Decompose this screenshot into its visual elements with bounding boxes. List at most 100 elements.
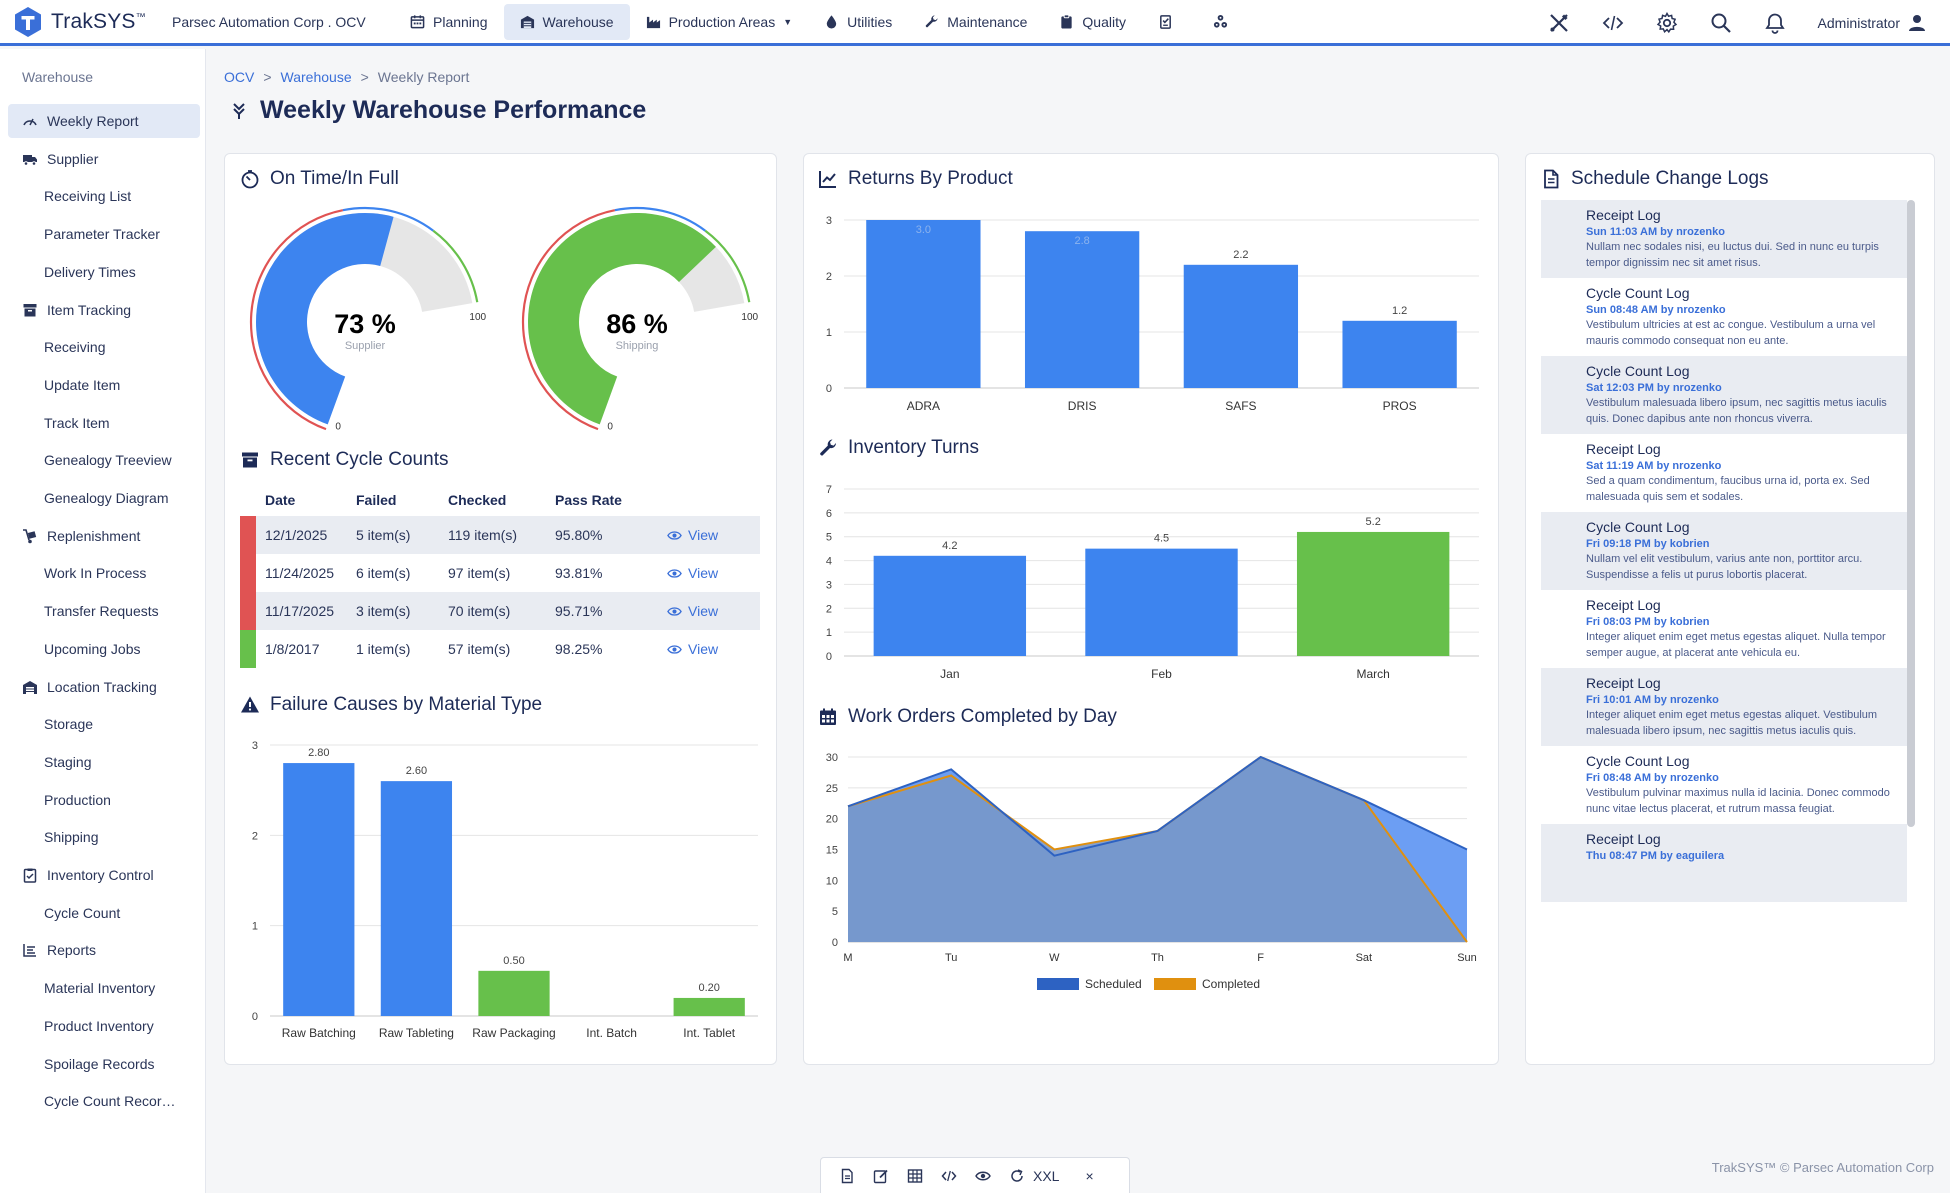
view-link-label: View xyxy=(688,527,719,543)
sidebar-item-replenishment[interactable]: Replenishment xyxy=(8,519,200,553)
log-entry[interactable]: Cycle Count Log Sun 08:48 AM by nrozenko V… xyxy=(1541,278,1907,356)
sidebar-item-parameter-tracker[interactable]: Parameter Tracker xyxy=(8,217,200,251)
log-entry[interactable]: Cycle Count Log Fri 08:48 AM by nrozenko V… xyxy=(1541,746,1907,824)
bar-raw-tableting[interactable] xyxy=(380,781,453,1016)
sidebar-item-update-item[interactable]: Update Item xyxy=(8,368,200,402)
sidebar-item-label: Replenishment xyxy=(47,527,141,544)
bar-pros[interactable] xyxy=(1342,320,1457,388)
log-scrollbar[interactable] xyxy=(1907,200,1915,827)
nav-maintenance[interactable]: Maintenance xyxy=(908,4,1043,40)
sidebar-item-receiving[interactable]: Receiving xyxy=(8,330,200,364)
sidebar-item-staging[interactable]: Staging xyxy=(8,745,200,779)
bar-raw-packaging[interactable] xyxy=(478,970,550,1016)
code-icon[interactable] xyxy=(941,1168,957,1184)
bar-adra[interactable] xyxy=(866,220,981,388)
y-tick-label: 2 xyxy=(826,603,832,615)
column-header-pass-rate[interactable]: Pass Rate xyxy=(555,492,622,508)
log-entry[interactable]: Receipt Log Fri 08:03 PM by kobrien Intege… xyxy=(1541,590,1907,668)
legend-label[interactable]: Completed xyxy=(1202,977,1260,991)
user-name[interactable]: Administrator xyxy=(1817,15,1900,31)
table-row: 12/1/2025 5 item(s) 119 item(s) 95.80% View xyxy=(240,516,760,554)
bar-raw-batching[interactable] xyxy=(283,763,355,1016)
y-tick-label: 3 xyxy=(826,215,832,227)
sidebar-item-item-tracking[interactable]: Item Tracking xyxy=(8,293,200,327)
bar-int-tablet[interactable] xyxy=(673,997,745,1016)
dolly-icon xyxy=(23,528,37,543)
log-entry[interactable]: Cycle Count Log Sat 12:03 PM by nrozenko V… xyxy=(1541,356,1907,434)
legend-label[interactable]: Scheduled xyxy=(1085,977,1142,991)
company-selector[interactable]: Parsec Automation Corp . OCV xyxy=(172,13,366,30)
data-label: 0.50 xyxy=(503,955,524,967)
sidebar-item-receiving-list[interactable]: Receiving List xyxy=(8,179,200,213)
log-entry[interactable]: Receipt Log Sun 11:03 AM by nrozenko Nulla… xyxy=(1541,200,1907,278)
gear-icon[interactable] xyxy=(1656,12,1678,34)
sidebar-item-weekly-report[interactable]: Weekly Report xyxy=(8,104,200,138)
view-link[interactable]: View xyxy=(667,565,718,581)
bar-safs[interactable] xyxy=(1183,264,1299,388)
document-icon[interactable] xyxy=(839,1168,855,1184)
log-entry[interactable]: Receipt Log Sat 11:19 AM by nrozenko Sed a… xyxy=(1541,434,1907,512)
sidebar-item-material-inventory[interactable]: Material Inventory xyxy=(8,971,200,1005)
eye-icon[interactable] xyxy=(975,1168,991,1184)
sidebar-item-inventory-control[interactable]: Inventory Control xyxy=(8,858,200,892)
nav-checklist[interactable] xyxy=(1142,4,1197,40)
edit-icon[interactable] xyxy=(873,1168,889,1184)
sidebar-item-location-tracking[interactable]: Location Tracking xyxy=(8,670,200,704)
code-icon[interactable] xyxy=(1602,12,1624,34)
sidebar-item-genealogy-diagram[interactable]: Genealogy Diagram xyxy=(8,481,200,515)
search-icon[interactable] xyxy=(1710,12,1732,34)
bell-icon[interactable] xyxy=(1764,12,1786,34)
sidebar-item-track-item[interactable]: Track Item xyxy=(8,406,200,440)
grid-icon[interactable] xyxy=(907,1168,923,1184)
legend-swatch[interactable] xyxy=(1037,978,1079,990)
app-logo[interactable]: TrakSYS™ xyxy=(12,6,160,38)
legend-swatch[interactable] xyxy=(1154,978,1196,990)
sidebar-item-spoilage-records[interactable]: Spoilage Records xyxy=(8,1047,200,1081)
view-link[interactable]: View xyxy=(667,603,718,619)
bar-feb[interactable] xyxy=(1085,548,1238,656)
sidebar-item-transfer-requests[interactable]: Transfer Requests xyxy=(8,594,200,628)
nav-warehouse[interactable]: Warehouse xyxy=(503,3,630,40)
nav-quality[interactable]: Quality xyxy=(1043,4,1142,40)
breadcrumb-ocv[interactable]: OCV xyxy=(224,69,255,85)
column-header-date[interactable]: Date xyxy=(265,492,296,508)
sidebar-item-label: Inventory Control xyxy=(47,867,154,883)
bar-dris[interactable] xyxy=(1024,231,1140,388)
sidebar-item-delivery-times[interactable]: Delivery Times xyxy=(8,255,200,289)
sidebar-item-production[interactable]: Production xyxy=(8,783,200,817)
sidebar-item-shipping[interactable]: Shipping xyxy=(8,820,200,854)
sidebar-item-work-in-process[interactable]: Work In Process xyxy=(8,556,200,590)
sidebar-item-cycle-count-recor[interactable]: Cycle Count Recor… xyxy=(8,1084,200,1118)
schedule-change-log-list[interactable]: Receipt Log Sun 11:03 AM by nrozenko Nulla… xyxy=(1541,200,1907,975)
sidebar-item-supplier[interactable]: Supplier xyxy=(8,142,200,176)
log-entry[interactable]: Receipt Log Thu 08:47 PM by eaguilera xyxy=(1541,824,1907,902)
sidebar-item-genealogy-treeview[interactable]: Genealogy Treeview xyxy=(8,443,200,477)
bar-march[interactable] xyxy=(1296,531,1450,656)
tools-icon[interactable] xyxy=(1548,12,1570,34)
nav-utilities[interactable]: Utilities xyxy=(808,4,908,40)
page-title: Weekly Warehouse Performance xyxy=(230,96,646,125)
sidebar-item-upcoming-jobs[interactable]: Upcoming Jobs xyxy=(8,632,200,666)
breadcrumb-warehouse[interactable]: Warehouse xyxy=(280,69,352,85)
log-entry[interactable]: Receipt Log Fri 10:01 AM by nrozenko Integ… xyxy=(1541,668,1907,746)
view-link[interactable]: View xyxy=(667,641,718,657)
log-meta: Thu 08:47 PM by eaguilera xyxy=(1586,850,1725,862)
size-selector[interactable]: XXL xyxy=(1033,1167,1060,1184)
user-icon[interactable] xyxy=(1908,14,1926,32)
area-completed xyxy=(848,757,1467,942)
bar-jan[interactable] xyxy=(873,555,1027,656)
log-entry[interactable]: Cycle Count Log Fri 09:18 PM by kobrien Nu… xyxy=(1541,512,1907,590)
nav-network[interactable] xyxy=(1197,4,1252,40)
sidebar-item-product-inventory[interactable]: Product Inventory xyxy=(8,1009,200,1043)
sidebar-item-cycle-count[interactable]: Cycle Count xyxy=(8,896,200,930)
refresh-icon[interactable] xyxy=(1009,1168,1025,1184)
nav-production-areas[interactable]: Production Areas ▼ xyxy=(630,4,809,40)
sidebar-item-reports[interactable]: Reports xyxy=(8,933,200,967)
column-header-failed[interactable]: Failed xyxy=(356,492,397,508)
sidebar-item-storage[interactable]: Storage xyxy=(8,707,200,741)
nav-planning[interactable]: Planning xyxy=(394,4,504,40)
close-icon[interactable]: × xyxy=(1085,1167,1094,1184)
right-panel xyxy=(1525,153,1935,1065)
view-link[interactable]: View xyxy=(667,527,718,543)
column-header-checked[interactable]: Checked xyxy=(448,492,507,508)
